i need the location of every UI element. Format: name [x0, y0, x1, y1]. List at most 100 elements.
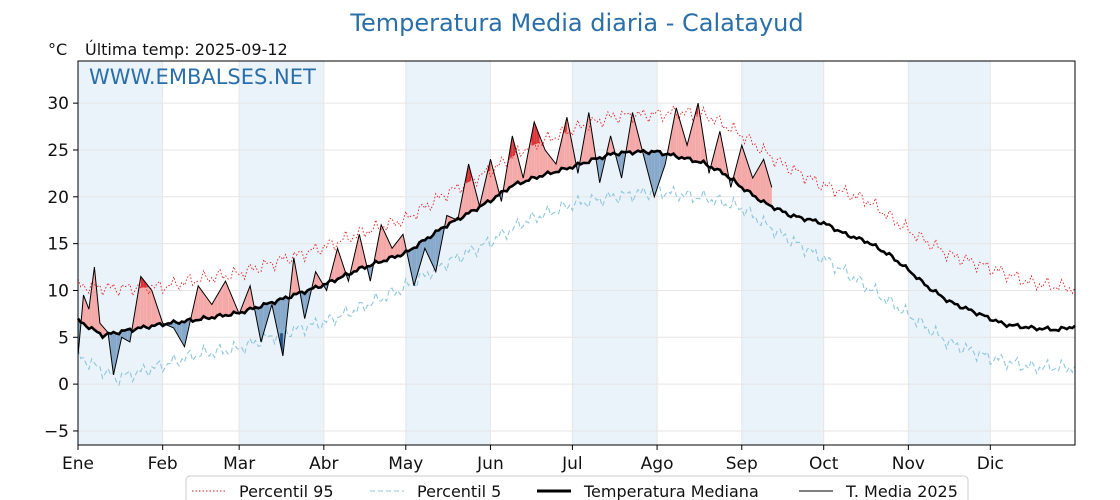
- above-median-fill: [88, 288, 92, 329]
- above-median-fill: [353, 246, 357, 272]
- above-median-fill: [550, 157, 554, 174]
- above-median-fill: [400, 234, 403, 255]
- legend-label-median: Temperatura Mediana: [583, 482, 759, 500]
- above-median-fill: [463, 178, 466, 217]
- above-median-fill: [397, 237, 401, 256]
- x-tick-label: Abr: [309, 454, 338, 474]
- legend-label-p5: Percentil 5: [417, 482, 501, 500]
- above-median-fill: [695, 103, 699, 162]
- above-median-fill: [381, 224, 384, 262]
- above-median-fill: [747, 161, 750, 194]
- below-median-fill: [599, 156, 603, 183]
- plot-frame: [77, 60, 1076, 446]
- y-tick-label: 0: [58, 375, 69, 395]
- x-tick-label: Dic: [977, 454, 1004, 474]
- above-median-fill: [334, 248, 338, 280]
- above-median-fill: [225, 281, 229, 316]
- below-median-fill: [173, 322, 177, 333]
- below-median-fill: [424, 238, 428, 255]
- legend-label-p95: Percentil 95: [239, 482, 334, 500]
- x-tick-label: Sep: [726, 454, 758, 474]
- above-median-fill: [569, 131, 573, 168]
- below-median-fill: [419, 241, 423, 267]
- month-band-nov: [908, 61, 991, 445]
- below-median-fill: [261, 305, 264, 342]
- above-median-fill: [760, 159, 764, 203]
- below-median-fill: [438, 228, 442, 258]
- above-median-fill: [233, 300, 237, 314]
- below-median-fill: [181, 321, 185, 347]
- above-median-fill: [763, 159, 767, 204]
- above-p95-fill: [512, 135, 515, 157]
- month-bands: [78, 61, 991, 445]
- below-median-fill: [435, 230, 439, 272]
- y-axis: −5 0 5 10 15 20 25 30: [44, 94, 78, 442]
- below-median-fill: [654, 151, 658, 197]
- above-median-fill: [83, 295, 87, 326]
- below-median-fill: [575, 159, 578, 174]
- above-median-fill: [766, 168, 770, 205]
- below-median-fill: [116, 332, 119, 363]
- above-median-fill: [545, 150, 548, 175]
- month-band-sep: [741, 61, 824, 445]
- above-median-fill: [485, 171, 488, 204]
- legend-box: [185, 475, 969, 500]
- above-median-fill: [332, 258, 335, 282]
- x-tick-label: May: [388, 454, 423, 474]
- y-tick-label: 10: [47, 281, 69, 301]
- below-median-fill: [127, 329, 130, 342]
- legend: Percentil 95 Percentil 5 Temperatura Med…: [185, 475, 969, 500]
- above-median-fill: [340, 256, 343, 278]
- above-median-fill: [389, 242, 393, 259]
- below-median-fill: [184, 320, 188, 347]
- above-median-fill: [678, 117, 682, 158]
- below-median-fill: [121, 330, 125, 339]
- above-median-fill: [359, 234, 363, 270]
- above-median-fill: [206, 297, 210, 319]
- above-median-fill: [362, 246, 365, 268]
- above-median-fill: [214, 295, 218, 317]
- y-tick-label: 20: [47, 188, 69, 208]
- below-median-fill: [427, 236, 431, 260]
- chart-title: Temperatura Media diaria - Calatayud: [349, 9, 803, 37]
- legend-label-2025: T. Media 2025: [845, 482, 958, 500]
- y-tick-label: 15: [47, 235, 69, 255]
- above-median-fill: [526, 150, 529, 181]
- below-median-fill: [411, 247, 414, 286]
- above-median-fill: [493, 169, 496, 199]
- above-median-fill: [752, 173, 756, 197]
- x-tick-label: Mar: [223, 454, 255, 474]
- watermark: WWW.EMBALSES.NET: [89, 65, 316, 89]
- x-tick-label: Ene: [62, 454, 94, 474]
- below-median-fill: [124, 330, 128, 341]
- x-axis: Ene Feb Mar Abr May Jun Jul Ago Sep Oct Nov Dic: [62, 445, 1004, 474]
- series-lines: [76, 102, 1076, 387]
- x-tick-label: Ago: [641, 454, 674, 474]
- above-median-fill: [739, 145, 742, 188]
- above-median-fill: [394, 241, 398, 257]
- above-median-fill: [244, 292, 248, 312]
- above-median-fill: [220, 285, 223, 316]
- x-tick-label: Nov: [892, 454, 925, 474]
- x-tick-label: Feb: [148, 454, 178, 474]
- above-p95-fill: [536, 128, 540, 144]
- above-median-fill: [460, 192, 464, 218]
- above-median-fill: [157, 306, 160, 326]
- x-tick-label: Jun: [476, 454, 504, 474]
- below-median-fill: [110, 333, 114, 375]
- y-axis-unit: °C: [48, 40, 67, 59]
- above-median-fill: [378, 224, 382, 263]
- above-median-fill: [200, 289, 204, 320]
- above-median-fill: [318, 276, 322, 287]
- above-median-fill: [700, 120, 704, 164]
- month-band-mar: [239, 61, 324, 445]
- above-median-fill: [135, 292, 139, 329]
- below-p5-fill: [280, 332, 283, 356]
- month-band-jul: [572, 61, 658, 445]
- below-median-fill: [422, 239, 425, 258]
- x-tick-label: Jul: [561, 454, 583, 474]
- y-tick-label: 30: [47, 94, 69, 114]
- above-median-fill: [228, 287, 231, 315]
- month-band-ene: [78, 61, 163, 445]
